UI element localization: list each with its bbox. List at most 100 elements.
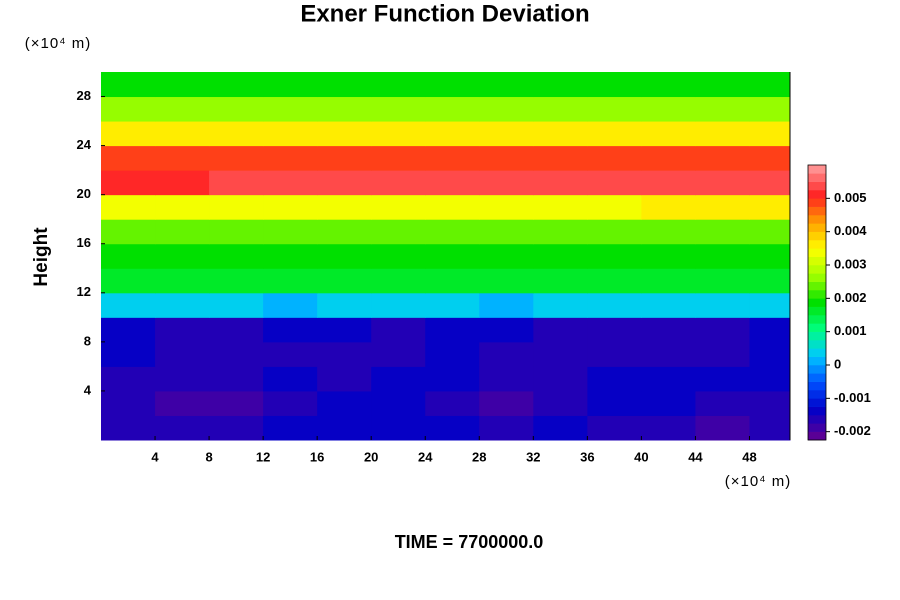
contour-cell — [371, 366, 426, 392]
colorbar-band — [808, 198, 826, 207]
y-tick-label: 4 — [84, 382, 92, 397]
colorbar-band — [808, 331, 826, 341]
contour-cell — [587, 194, 642, 220]
contour-cell — [695, 268, 750, 294]
contour-cell — [533, 219, 588, 245]
y-axis-label: Height — [31, 227, 52, 287]
contour-cell — [263, 341, 318, 367]
contour-cell — [641, 268, 696, 294]
contour-cell — [101, 194, 156, 220]
contour-cell — [317, 145, 372, 171]
contour-cell — [101, 121, 156, 147]
contour-cell — [479, 219, 534, 245]
y-tick-label: 20 — [77, 186, 91, 201]
contour-cell — [371, 72, 426, 98]
x-tick-label: 28 — [472, 449, 486, 464]
contour-cell — [749, 170, 791, 196]
colorbar-band — [808, 173, 826, 182]
contour-cell — [209, 415, 264, 441]
contour-cell — [317, 366, 372, 392]
colorbar-tick-label: 0.005 — [834, 190, 867, 205]
colorbar-band — [808, 306, 826, 316]
contour-cell — [587, 72, 642, 98]
contour-cell — [209, 96, 264, 122]
contour-cell — [155, 292, 210, 318]
colorbar-band — [808, 431, 826, 441]
y-tick-label: 28 — [77, 88, 91, 103]
colorbar-band — [808, 206, 826, 216]
contour-cell — [101, 341, 156, 367]
contour-cell — [425, 96, 480, 122]
contour-cell — [155, 366, 210, 392]
contour-cell — [533, 292, 588, 318]
contour-cell — [209, 219, 264, 245]
contour-cell — [587, 341, 642, 367]
contour-cell — [641, 292, 696, 318]
contour-cell — [101, 390, 156, 416]
contour-cell — [695, 194, 750, 220]
contour-cell — [371, 243, 426, 269]
contour-cell — [317, 341, 372, 367]
colorbar-band — [808, 373, 826, 382]
contour-cell — [371, 170, 426, 196]
contour-cell — [101, 317, 156, 343]
contour-cell — [317, 72, 372, 98]
contour-cell — [371, 292, 426, 318]
contour-cell — [587, 145, 642, 171]
x-unit: (×10⁴ m) — [725, 473, 792, 490]
contour-cell — [371, 96, 426, 122]
x-tick-label: 8 — [205, 449, 212, 464]
colorbar-band — [808, 406, 826, 416]
contour-cell — [317, 194, 372, 220]
colorbar-tick-label: 0 — [834, 356, 841, 371]
colorbar-tick-label: 0.001 — [834, 323, 867, 338]
contour-cell — [533, 268, 588, 294]
contour-cell — [641, 390, 696, 416]
colorbar-tick-label: 0.002 — [834, 290, 867, 305]
y-tick-label: 24 — [77, 137, 92, 152]
contour-cell — [371, 390, 426, 416]
contour-cell — [587, 170, 642, 196]
contour-cell — [155, 145, 210, 171]
colorbar-band — [808, 281, 826, 291]
contour-cell — [371, 317, 426, 343]
contour-cell — [101, 366, 156, 392]
contour-cell — [533, 145, 588, 171]
y-unit: (×10⁴ m) — [25, 35, 92, 52]
contour-cell — [425, 243, 480, 269]
contour-cell — [479, 194, 534, 220]
contour-cell — [479, 366, 534, 392]
contour-cell — [479, 317, 534, 343]
contour-cell — [263, 317, 318, 343]
contour-cell — [155, 341, 210, 367]
x-tick-label: 44 — [688, 449, 703, 464]
contour-cell — [155, 219, 210, 245]
contour-cell — [263, 243, 318, 269]
contour-cell — [101, 219, 156, 245]
contour-cell — [101, 170, 156, 196]
contour-cell — [209, 268, 264, 294]
contour-cell — [317, 415, 372, 441]
contour-cell — [479, 72, 534, 98]
x-tick-label: 48 — [742, 449, 756, 464]
contour-cell — [371, 415, 426, 441]
contour-cell — [749, 341, 791, 367]
colorbar-band — [808, 240, 826, 249]
x-tick-label: 24 — [418, 449, 433, 464]
y-tick-label: 8 — [84, 333, 91, 348]
contour-cell — [749, 292, 791, 318]
contour-cell — [101, 292, 156, 318]
contour-cell — [587, 96, 642, 122]
contour-cell — [479, 268, 534, 294]
contour-cell — [263, 366, 318, 392]
contour-cell — [317, 170, 372, 196]
contour-cell — [749, 415, 791, 441]
contour-cell — [101, 96, 156, 122]
contour-cell — [479, 390, 534, 416]
contour-cell — [695, 341, 750, 367]
colorbar-band — [808, 190, 826, 199]
contour-cell — [695, 96, 750, 122]
contour-cell — [425, 341, 480, 367]
contour-cell — [263, 292, 318, 318]
